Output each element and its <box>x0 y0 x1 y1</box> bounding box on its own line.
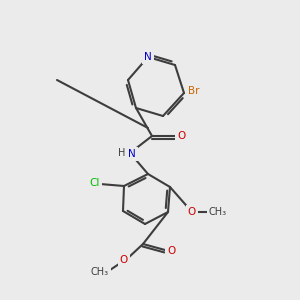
Text: Br: Br <box>188 86 200 96</box>
Text: N: N <box>128 149 136 159</box>
Text: O: O <box>177 131 185 141</box>
Text: Cl: Cl <box>90 178 100 188</box>
Text: O: O <box>120 255 128 265</box>
Text: H: H <box>118 148 126 158</box>
Text: N: N <box>144 52 152 62</box>
Text: CH₃: CH₃ <box>91 267 109 277</box>
Text: O: O <box>188 207 196 217</box>
Text: O: O <box>167 246 175 256</box>
Text: CH₃: CH₃ <box>209 207 227 217</box>
